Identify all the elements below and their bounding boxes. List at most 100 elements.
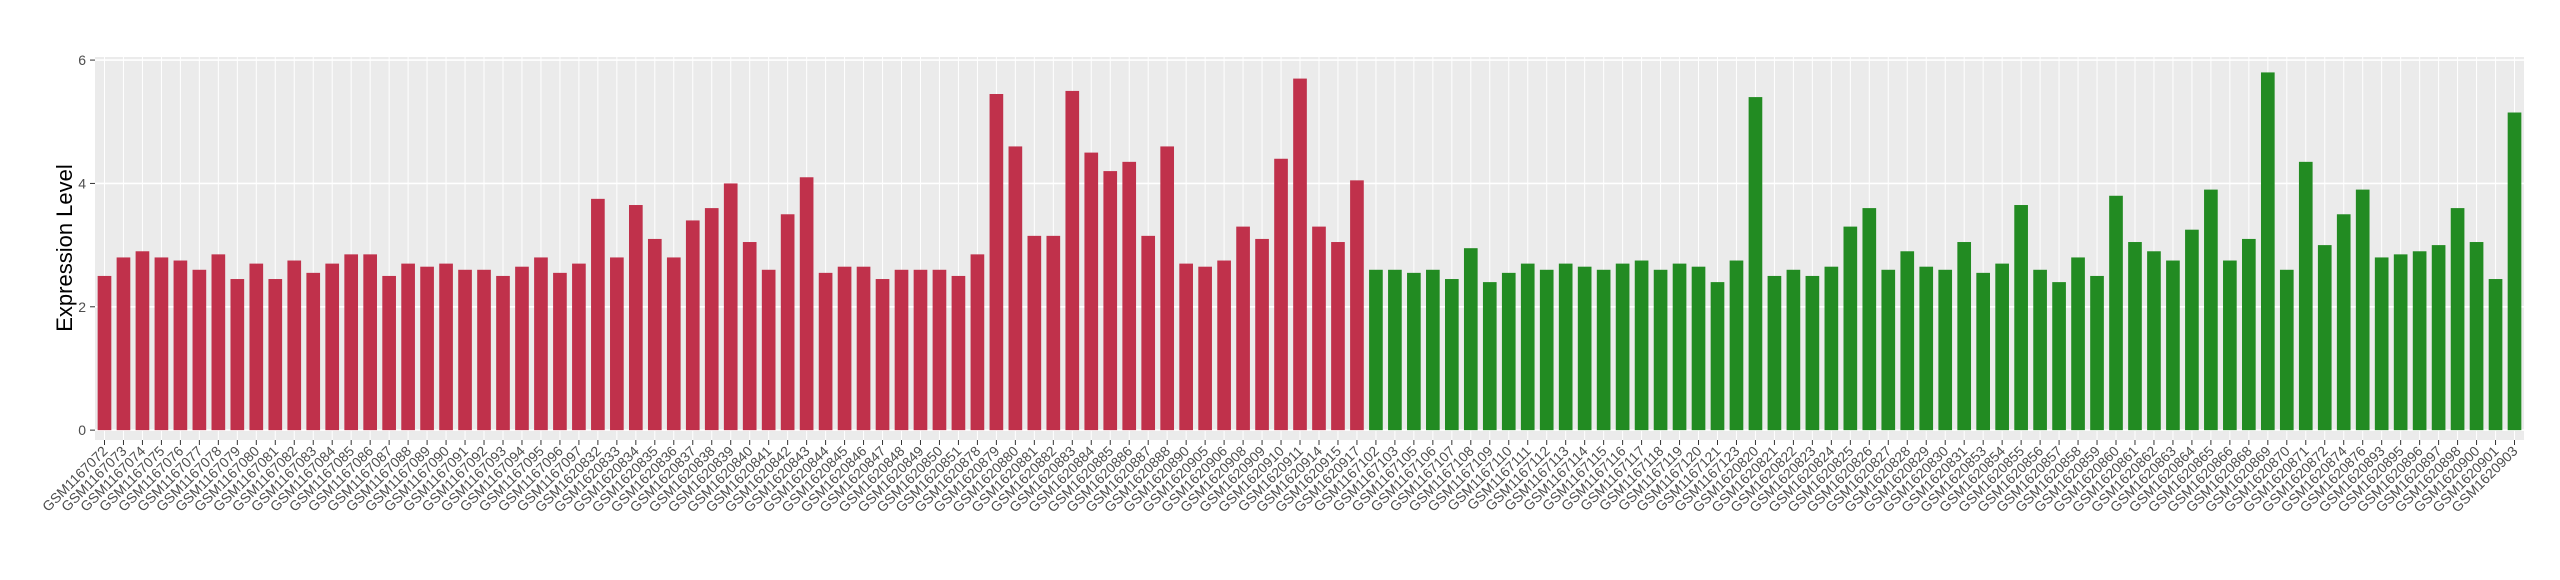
bar: [572, 263, 586, 431]
bar: [2336, 214, 2351, 431]
bar: [2393, 254, 2408, 431]
bar: [325, 263, 340, 431]
bar: [1938, 269, 1953, 431]
bar: [2185, 229, 2199, 431]
bar: [458, 269, 472, 431]
bar: [780, 214, 795, 431]
bar: [989, 94, 1004, 431]
bar: [875, 279, 890, 431]
bar: [2128, 242, 2142, 431]
bar: [2204, 189, 2218, 431]
bar: [723, 183, 738, 431]
bar: [1274, 158, 1288, 431]
bar: [2071, 257, 2085, 431]
bar: [1198, 266, 1212, 431]
bar: [2317, 245, 2332, 431]
bar: [2431, 245, 2446, 431]
bar: [344, 254, 359, 431]
bar: [2488, 279, 2503, 431]
bar: [2166, 260, 2180, 431]
bar: [363, 254, 377, 431]
bar: [856, 266, 871, 431]
bar: [685, 220, 700, 431]
bar: [2469, 242, 2484, 431]
bar: [704, 208, 719, 431]
bar: [534, 257, 548, 431]
bar: [1805, 275, 1820, 431]
bar: [610, 257, 624, 431]
bar: [2298, 161, 2313, 431]
bar: [932, 269, 947, 431]
y-tick-label: 6: [78, 52, 86, 68]
bar: [1767, 275, 1782, 431]
bar: [1312, 226, 1326, 431]
bar: [1065, 90, 1080, 431]
bar: [1255, 238, 1269, 431]
bar: [2242, 238, 2256, 431]
bar: [135, 251, 150, 431]
bar: [1008, 146, 1023, 431]
bar: [1691, 266, 1706, 431]
bar: [1046, 235, 1061, 431]
bar: [666, 257, 681, 431]
bar: [1141, 235, 1156, 431]
bar: [1596, 269, 1611, 431]
bar: [2260, 72, 2275, 431]
bar: [1881, 269, 1896, 431]
bar: [2507, 112, 2522, 431]
bar: [116, 257, 131, 431]
bar: [1236, 226, 1250, 431]
bar: [1995, 263, 2009, 431]
bar: [1520, 263, 1535, 431]
bar: [742, 242, 757, 431]
bar: [268, 279, 283, 431]
bar: [1027, 235, 1042, 431]
bar: [818, 272, 833, 431]
bar: [1653, 269, 1668, 431]
bar: [1539, 269, 1554, 431]
bar: [2033, 269, 2047, 431]
bar: [2147, 251, 2161, 431]
bar: [913, 269, 928, 431]
bar: [1369, 269, 1383, 431]
bar: [647, 238, 662, 431]
bar: [306, 272, 321, 431]
bar: [1957, 242, 1972, 431]
y-tick-label: 2: [78, 299, 86, 315]
bar: [2014, 205, 2028, 431]
bar: [192, 269, 207, 431]
bar: [2052, 282, 2066, 431]
bar: [1293, 78, 1307, 431]
bar: [2223, 260, 2237, 431]
bar: [1577, 266, 1592, 431]
bar: [1444, 279, 1459, 431]
bar: [1976, 272, 1990, 431]
bar: [1862, 208, 1877, 431]
bar: [1729, 260, 1744, 431]
bar: [496, 275, 510, 431]
bar: [2412, 251, 2427, 431]
y-axis-title: Expression Level: [52, 164, 77, 332]
bar: [154, 257, 169, 431]
bar: [1615, 263, 1630, 431]
bar: [1748, 97, 1763, 431]
bar: [2450, 208, 2465, 431]
bar: [1122, 161, 1137, 431]
y-tick-label: 4: [78, 175, 86, 191]
bar: [1900, 251, 1915, 431]
bar: [1634, 260, 1649, 431]
bar: [1501, 272, 1516, 431]
bar: [1103, 171, 1118, 431]
bar: [1843, 226, 1858, 431]
bar: [1710, 282, 1725, 431]
bar: [2374, 257, 2389, 431]
bar: [1786, 269, 1801, 431]
bar: [2355, 189, 2370, 431]
bar: [515, 266, 529, 431]
bar: [211, 254, 226, 431]
bar: [1331, 242, 1345, 431]
bar: [1463, 248, 1478, 431]
bar: [249, 263, 264, 431]
bar: [97, 275, 112, 431]
